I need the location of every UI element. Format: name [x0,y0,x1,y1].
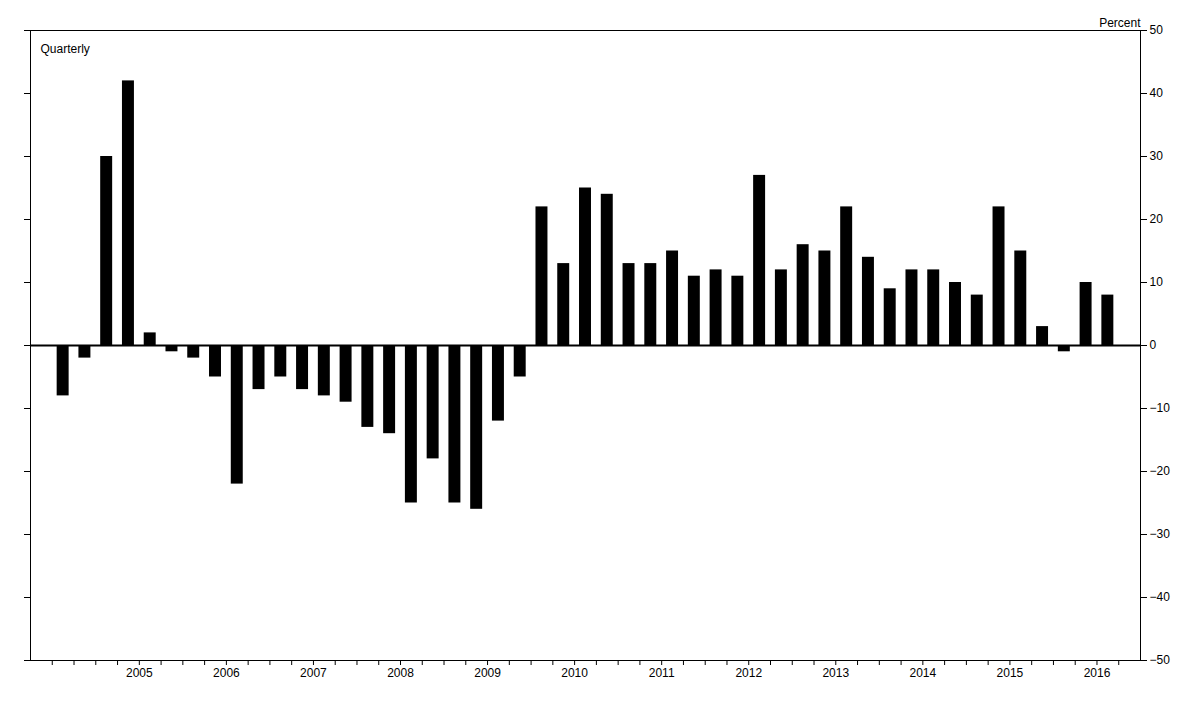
svg-text:−50: −50 [1150,653,1171,667]
svg-text:50: 50 [1150,23,1164,37]
svg-text:−30: −30 [1150,527,1171,541]
svg-text:10: 10 [1150,275,1164,289]
svg-text:2008: 2008 [387,666,414,680]
svg-text:20: 20 [1150,212,1164,226]
svg-text:2005: 2005 [126,666,153,680]
svg-text:−10: −10 [1150,401,1171,415]
svg-text:2007: 2007 [300,666,327,680]
svg-text:−40: −40 [1150,590,1171,604]
svg-text:Quarterly: Quarterly [41,42,90,56]
svg-text:−20: −20 [1150,464,1171,478]
svg-text:2016: 2016 [1084,666,1111,680]
svg-text:Percent: Percent [1099,16,1141,30]
svg-text:2010: 2010 [561,666,588,680]
svg-text:2009: 2009 [474,666,501,680]
svg-text:40: 40 [1150,86,1164,100]
svg-text:2012: 2012 [735,666,762,680]
svg-text:2011: 2011 [649,666,675,680]
svg-text:2014: 2014 [910,666,937,680]
svg-text:2013: 2013 [822,666,849,680]
svg-text:30: 30 [1150,149,1164,163]
svg-text:2006: 2006 [213,666,240,680]
svg-text:2015: 2015 [997,666,1024,680]
svg-text:0: 0 [1150,338,1157,352]
